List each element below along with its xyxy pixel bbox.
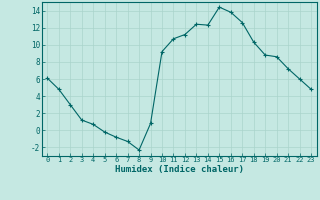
X-axis label: Humidex (Indice chaleur): Humidex (Indice chaleur) — [115, 165, 244, 174]
